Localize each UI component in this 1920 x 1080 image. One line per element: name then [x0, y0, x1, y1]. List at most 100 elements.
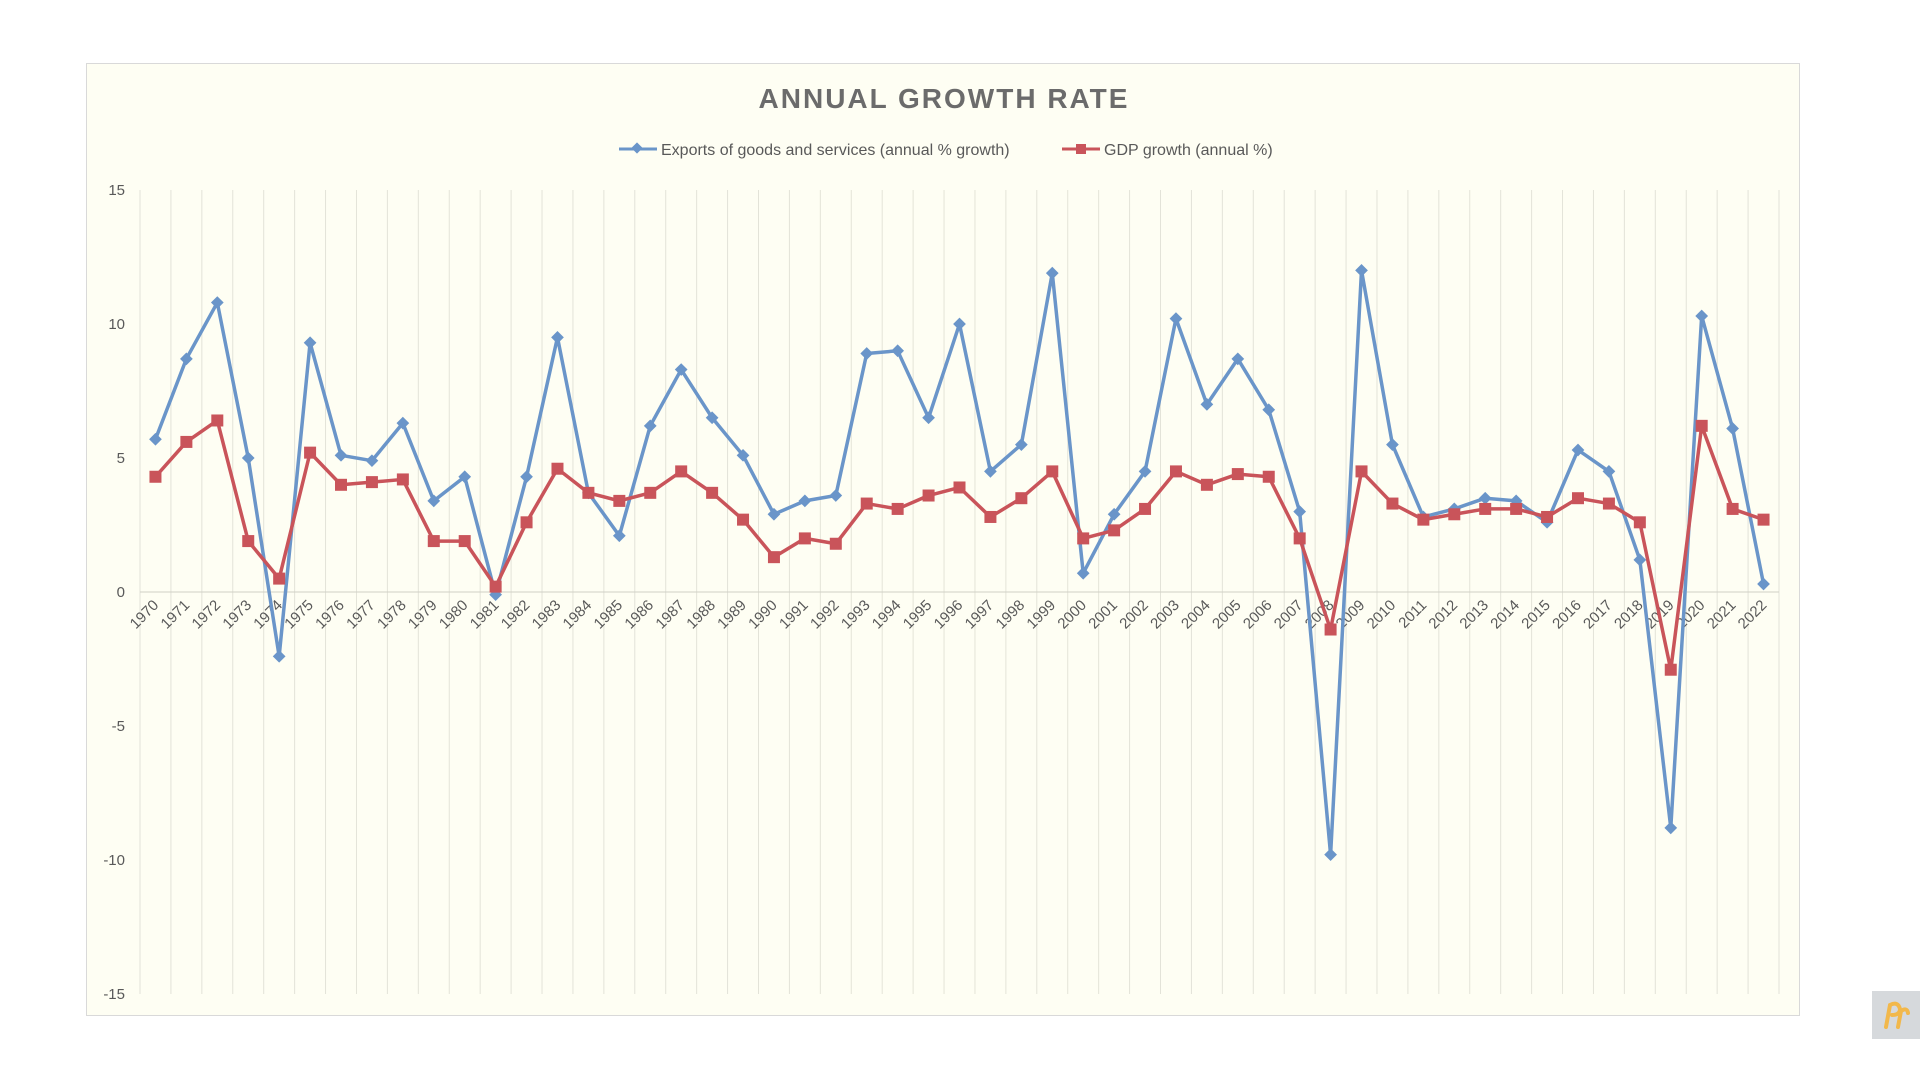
x-tick-label: 2011	[1395, 597, 1430, 632]
data-point-gdp	[860, 497, 873, 510]
x-tick-label: 2022	[1735, 597, 1771, 633]
data-point-exports	[1324, 848, 1337, 862]
x-tick-label: 2016	[1549, 597, 1585, 633]
x-tick-label: 2003	[1147, 597, 1183, 633]
x-tick-label: 2010	[1364, 597, 1400, 633]
x-tick-label: 1989	[714, 597, 750, 633]
data-point-exports	[643, 419, 657, 433]
legend-label-gdp: GDP growth (annual %)	[1104, 142, 1273, 159]
data-point-gdp	[211, 414, 224, 427]
data-point-exports	[396, 416, 410, 430]
data-point-gdp	[365, 476, 378, 489]
data-point-gdp	[675, 465, 688, 478]
data-point-gdp	[396, 473, 409, 486]
x-tick-label: 2021	[1704, 597, 1740, 633]
x-tick-label: 1979	[405, 597, 441, 633]
data-point-gdp	[1293, 532, 1306, 545]
data-point-gdp	[1571, 492, 1584, 505]
x-tick-label: 1977	[343, 597, 379, 633]
data-point-gdp	[1602, 497, 1615, 510]
data-point-gdp	[644, 486, 657, 499]
data-point-exports	[1633, 553, 1647, 567]
data-point-gdp	[335, 478, 348, 491]
x-tick-label: 1972	[189, 597, 225, 633]
data-point-exports	[1293, 505, 1307, 518]
data-point-gdp	[1324, 623, 1337, 636]
x-tick-label: 1980	[436, 597, 472, 633]
watermark-logo	[1872, 991, 1920, 1039]
legend-item-gdp: GDP growth (annual %)	[1062, 142, 1273, 159]
x-tick-label: 2014	[1487, 597, 1523, 633]
data-point-gdp	[737, 513, 750, 526]
x-tick-label: 2018	[1611, 597, 1647, 633]
data-point-gdp	[1726, 502, 1739, 515]
data-point-gdp	[1386, 497, 1399, 510]
data-point-gdp	[427, 535, 440, 548]
series-lines	[153, 268, 1766, 857]
data-point-gdp	[1046, 465, 1059, 478]
legend-label-exports: Exports of goods and services (annual % …	[661, 142, 1010, 159]
x-tick-label: 1984	[560, 597, 596, 633]
x-tick-label: 1996	[931, 597, 967, 633]
data-point-exports	[1757, 577, 1770, 591]
data-point-gdp	[180, 435, 193, 448]
data-point-gdp	[1200, 478, 1213, 491]
x-tick-label: 2006	[1240, 597, 1276, 633]
data-point-gdp	[304, 446, 317, 459]
data-point-exports	[1386, 438, 1399, 451]
data-point-gdp	[922, 489, 935, 502]
x-tick-label: 1973	[219, 597, 255, 633]
data-point-gdp	[1510, 502, 1523, 515]
y-tick-label: -10	[103, 852, 125, 869]
x-tick-label: 1998	[993, 597, 1029, 633]
series-line-1	[154, 418, 1765, 672]
data-point-exports	[210, 296, 224, 309]
data-point-gdp	[1139, 502, 1152, 515]
x-tick-label: 2000	[1054, 597, 1090, 633]
data-point-gdp	[1108, 524, 1121, 537]
data-point-gdp	[242, 535, 255, 548]
data-point-exports	[458, 470, 472, 484]
x-tick-label: 1970	[127, 597, 163, 633]
data-point-exports	[427, 494, 441, 508]
data-point-gdp	[273, 572, 286, 585]
data-point-gdp	[149, 470, 162, 483]
data-point-exports	[1107, 507, 1121, 521]
x-tick-label: 2001	[1085, 597, 1121, 633]
x-tick-label: 1997	[962, 597, 998, 633]
data-point-exports	[303, 336, 317, 350]
line-chart: ANNUAL GROWTH RATE Exports of goods and …	[103, 83, 1780, 1003]
data-point-exports	[891, 344, 905, 358]
x-tick-label: 1987	[652, 597, 688, 633]
y-tick-label: 5	[117, 450, 125, 467]
y-tick-label: -5	[112, 718, 125, 735]
data-point-gdp	[613, 494, 626, 507]
y-tick-label: 10	[108, 316, 125, 333]
chart-legend: Exports of goods and services (annual % …	[619, 142, 1273, 159]
legend-item-exports: Exports of goods and services (annual % …	[619, 142, 1010, 159]
y-axis-ticks: 15 10 5 0 -5 -10 -15	[103, 182, 125, 1003]
data-point-gdp	[891, 502, 904, 515]
data-point-gdp	[829, 537, 842, 550]
x-tick-label: 1992	[807, 597, 843, 633]
data-point-gdp	[582, 486, 595, 499]
data-point-exports	[1478, 491, 1492, 505]
data-point-exports	[829, 489, 843, 502]
data-point-gdp	[1077, 532, 1090, 545]
data-point-gdp	[520, 516, 533, 529]
data-point-exports	[520, 470, 533, 484]
x-tick-label: 1985	[591, 597, 627, 633]
x-tick-label: 2012	[1426, 597, 1462, 633]
data-point-exports	[551, 331, 564, 344]
data-point-exports	[767, 507, 781, 521]
series-markers	[149, 264, 1770, 862]
x-tick-label: 1999	[1023, 597, 1059, 633]
data-point-exports	[922, 411, 935, 425]
x-tick-label: 1983	[529, 597, 565, 633]
data-point-gdp	[1757, 513, 1770, 526]
data-point-gdp	[1479, 502, 1492, 515]
x-axis-ticks: 1970197119721973197419751976197719781979…	[127, 597, 1771, 633]
x-tick-label: 1971	[158, 597, 194, 633]
x-tick-label: 2004	[1178, 597, 1214, 633]
data-point-gdp	[1448, 508, 1461, 521]
